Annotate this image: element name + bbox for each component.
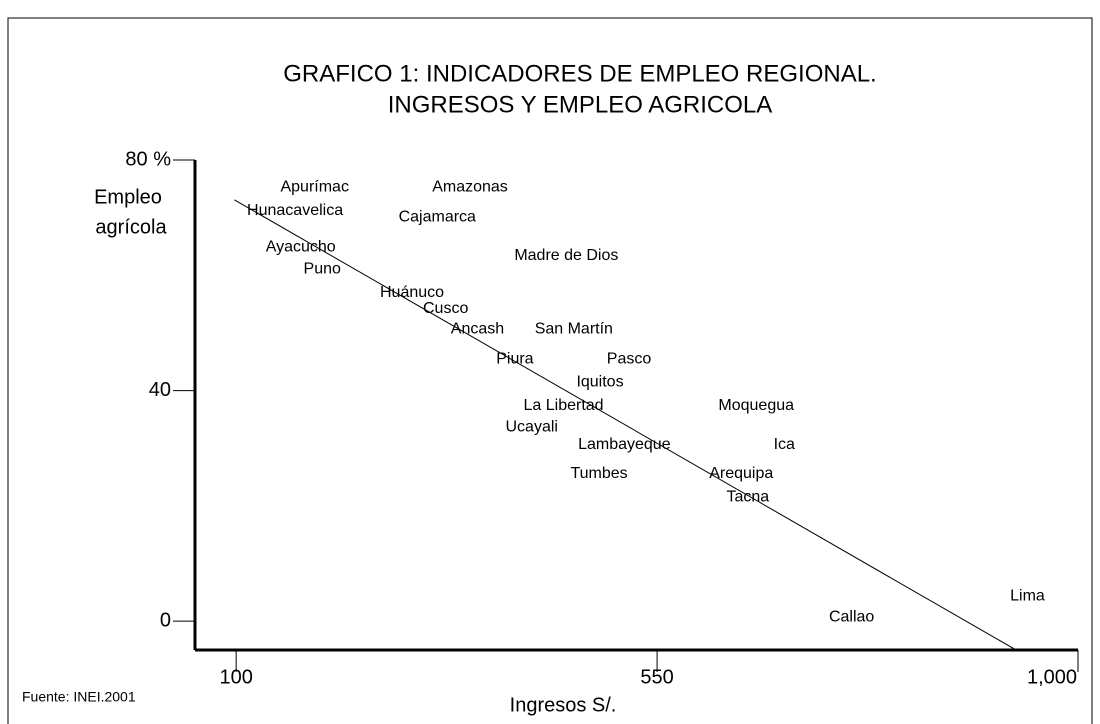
x-axis-label: Ingresos S/.: [510, 694, 617, 716]
point-label: Apurímac: [280, 178, 348, 195]
trend-line: [234, 199, 1019, 652]
point-label: La Libertad: [524, 397, 604, 414]
point-label: Ancash: [451, 321, 504, 338]
point-label: Pasco: [607, 351, 652, 368]
frame: [7, 17, 1093, 724]
point-label: Ucayali: [506, 419, 558, 436]
point-label: Tacna: [726, 488, 769, 505]
point-label: Cusco: [423, 300, 468, 317]
point-label: Lima: [1010, 588, 1045, 605]
point-label: Moquegua: [718, 397, 794, 414]
chart-title: INGRESOS Y EMPLEO AGRICOLA: [388, 91, 773, 118]
point-label: San Martín: [535, 321, 613, 338]
y-tick-label: 40: [149, 379, 171, 401]
y-tick-label: 80 %: [125, 148, 171, 170]
x-tick-label: 100: [219, 666, 252, 688]
x-tick-label: 550: [640, 666, 673, 688]
point-label: Callao: [829, 608, 874, 625]
point-label: Puno: [304, 261, 341, 278]
point-label: Tumbes: [570, 465, 627, 482]
point-label: Iquitos: [576, 374, 623, 391]
x-tick-label: 1,000: [1027, 666, 1077, 688]
point-label: Hunacavelica: [247, 202, 343, 219]
source-note: Fuente: INEI.2001: [22, 689, 136, 705]
point-label: Ayacucho: [266, 238, 336, 255]
point-label: Madre de Dios: [514, 247, 618, 264]
point-label: Amazonas: [432, 178, 508, 195]
y-axis-label: agrícola: [95, 216, 167, 238]
y-tick-label: 0: [160, 609, 171, 631]
y-axis-label: Empleo: [94, 186, 162, 208]
point-label: Huánuco: [380, 284, 444, 301]
chart-title: GRAFICO 1: INDICADORES DE EMPLEO REGIONA…: [283, 60, 876, 87]
point-label: Arequipa: [709, 465, 773, 482]
point-label: Lambayeque: [578, 436, 671, 453]
point-label: Ica: [774, 436, 795, 453]
point-label: Piura: [496, 351, 533, 368]
point-label: Cajamarca: [399, 208, 476, 225]
